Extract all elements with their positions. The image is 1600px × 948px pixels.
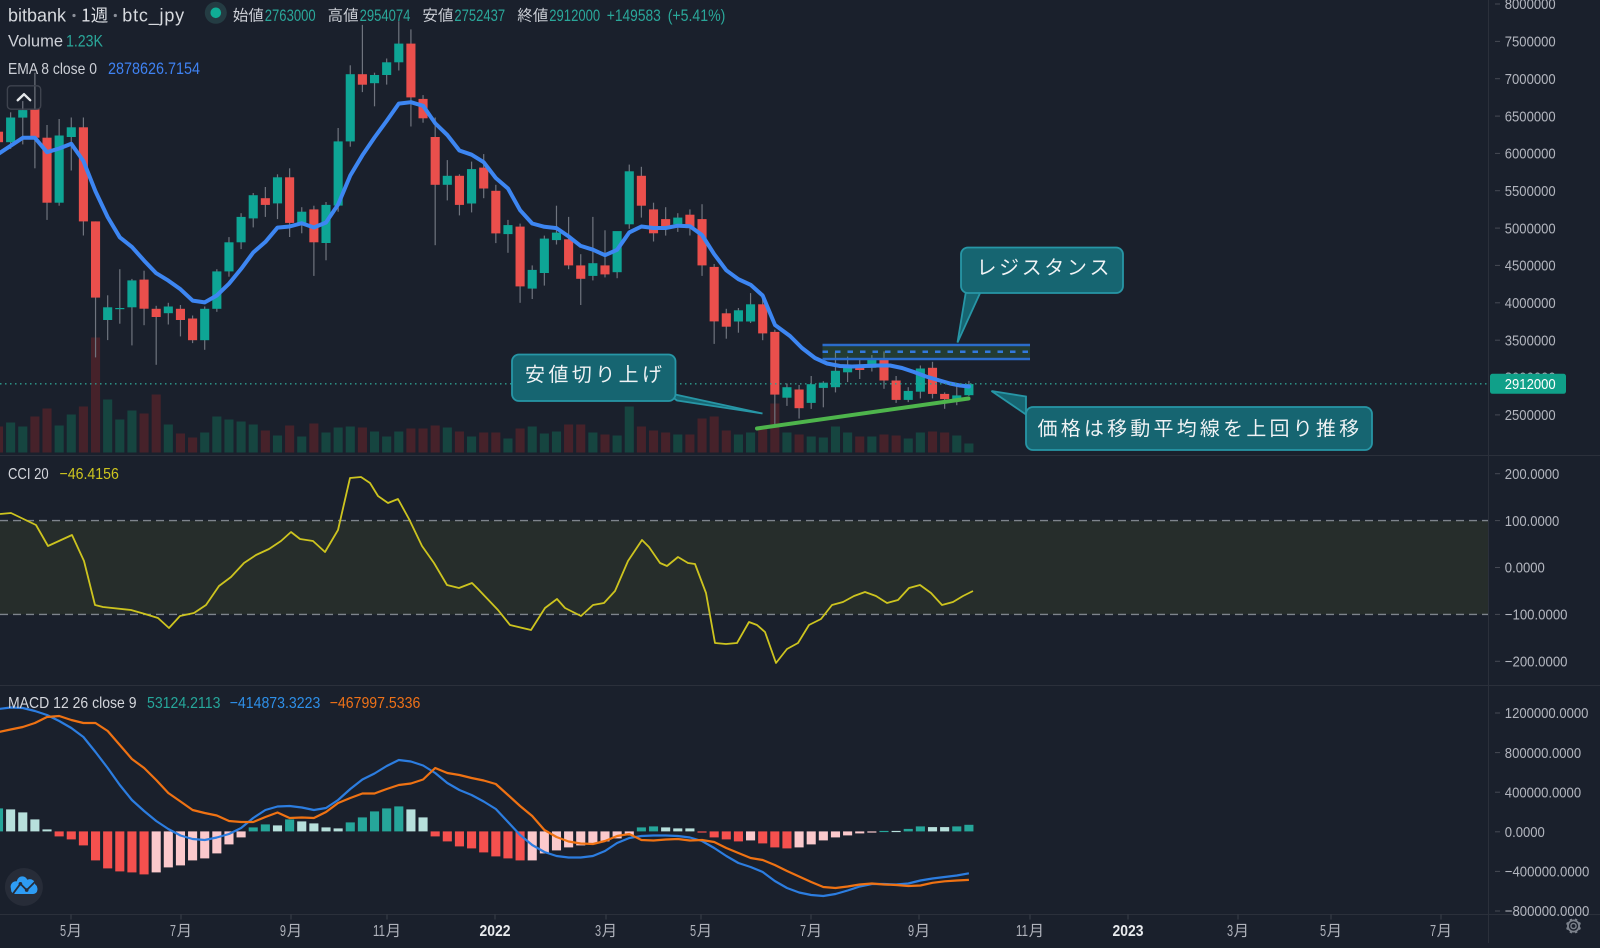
svg-text:400000.0000: 400000.0000 [1505,784,1581,801]
svg-text:−200.0000: −200.0000 [1505,654,1568,671]
svg-text:7: 7 [1430,923,1436,940]
svg-text:3: 3 [595,923,601,940]
svg-text:+149583: +149583 [607,7,661,25]
svg-text:(+5.41%): (+5.41%) [668,7,726,25]
svg-text:2954074: 2954074 [360,7,411,25]
svg-text:7500000: 7500000 [1505,34,1556,51]
svg-text:1200000.0000: 1200000.0000 [1505,705,1589,722]
svg-text:11: 11 [1016,923,1028,940]
svg-text:Volume: Volume [8,33,63,51]
svg-text:2912000: 2912000 [1505,376,1556,393]
svg-text:4500000: 4500000 [1505,258,1556,275]
svg-text:0.0000: 0.0000 [1505,560,1545,577]
svg-text:2500000: 2500000 [1505,407,1556,424]
svg-text:3: 3 [1227,923,1233,940]
svg-text:−400000.0000: −400000.0000 [1505,864,1590,881]
svg-text:5: 5 [1320,923,1326,940]
svg-text:9: 9 [280,923,286,940]
svg-text:CCI 20: CCI 20 [8,466,49,483]
svg-text:MACD 12 26 close 9: MACD 12 26 close 9 [8,695,137,712]
svg-text:53124.2113: 53124.2113 [147,695,220,712]
svg-text:2912000: 2912000 [549,7,600,25]
svg-text:bitbank: bitbank [8,6,67,26]
svg-text:2878626.7154: 2878626.7154 [108,60,200,78]
svg-text:−467997.5336: −467997.5336 [330,695,421,712]
svg-text:2752437: 2752437 [454,7,505,25]
svg-text:2022: 2022 [480,923,511,940]
svg-text:1.23K: 1.23K [66,33,103,51]
svg-text:−414873.3223: −414873.3223 [230,695,321,712]
svg-text:800000.0000: 800000.0000 [1505,745,1581,762]
svg-text:5000000: 5000000 [1505,220,1556,237]
svg-text:7000000: 7000000 [1505,71,1556,88]
svg-text:btc_jpy: btc_jpy [122,6,185,27]
svg-text:−800000.0000: −800000.0000 [1505,903,1590,920]
svg-text:−100.0000: −100.0000 [1505,607,1568,624]
svg-text:7: 7 [800,923,806,940]
svg-text:7: 7 [170,923,176,940]
svg-text:6000000: 6000000 [1505,146,1556,163]
svg-text:200.0000: 200.0000 [1505,466,1560,483]
svg-text:2763000: 2763000 [265,7,316,25]
svg-text:9: 9 [908,923,914,940]
svg-text:EMA 8 close 0: EMA 8 close 0 [8,61,97,78]
svg-text:5: 5 [690,923,696,940]
svg-text:4000000: 4000000 [1505,295,1556,312]
svg-text:100.0000: 100.0000 [1505,513,1560,530]
svg-text:0.0000: 0.0000 [1505,824,1545,841]
svg-text:11: 11 [373,923,385,940]
svg-text:5: 5 [60,923,66,940]
svg-text:5500000: 5500000 [1505,183,1556,200]
svg-text:3500000: 3500000 [1505,332,1556,349]
svg-text:8000000: 8000000 [1505,0,1556,13]
svg-text:6500000: 6500000 [1505,108,1556,125]
svg-text:−46.4156: −46.4156 [60,466,119,483]
svg-text:2023: 2023 [1113,923,1144,940]
